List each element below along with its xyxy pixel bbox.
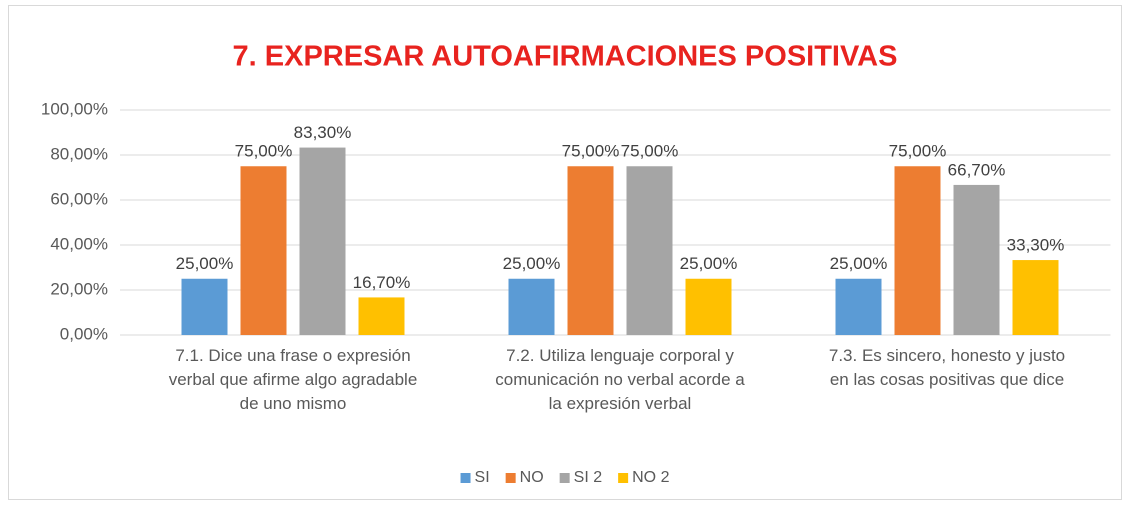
bar [508, 278, 555, 335]
bar [835, 278, 882, 335]
data-label: 16,70% [353, 273, 411, 292]
bar [181, 278, 228, 335]
y-tick-label: 20,00% [50, 279, 108, 298]
y-tick-label: 40,00% [50, 234, 108, 253]
legend-swatch [460, 473, 471, 483]
data-label: 25,00% [680, 254, 738, 273]
data-label: 75,00% [621, 142, 679, 161]
data-label: 25,00% [503, 254, 561, 273]
x-tick-label: 7.2. Utiliza lenguaje corporal y comunica… [495, 346, 745, 413]
y-tick-label: 80,00% [50, 144, 108, 163]
bar [567, 166, 614, 335]
bar [358, 297, 405, 335]
legend-label: SI [475, 469, 490, 486]
y-tick-label: 0,00% [60, 324, 108, 343]
bar [299, 147, 346, 335]
data-label: 25,00% [176, 254, 234, 273]
data-label: 75,00% [235, 142, 293, 161]
legend-swatch [559, 473, 570, 483]
bar [1012, 260, 1059, 335]
y-tick-label: 60,00% [50, 189, 108, 208]
bar [953, 184, 1000, 335]
legend-swatch [505, 473, 516, 483]
bar [685, 278, 732, 335]
bar [894, 166, 941, 335]
data-label: 25,00% [830, 254, 888, 273]
legend-label: NO 2 [632, 469, 669, 486]
legend-label: SI 2 [574, 469, 603, 486]
legend-label: NO [520, 469, 544, 486]
y-tick-label: 100,00% [41, 99, 108, 118]
x-tick-label: 7.3. Es sincero, honesto y justo en las c… [829, 346, 1065, 389]
data-label: 83,30% [294, 123, 352, 142]
x-tick-label: 7.1. Dice una frase o expresión verbal qu… [169, 346, 418, 413]
chart-title: 7. EXPRESAR AUTOAFIRMACIONES POSITIVAS [233, 41, 898, 73]
bar [626, 166, 673, 335]
data-label: 66,70% [948, 160, 1006, 179]
legend-swatch [618, 473, 629, 483]
bar [240, 166, 287, 335]
data-label: 75,00% [562, 142, 620, 161]
data-label: 75,00% [889, 142, 947, 161]
data-label: 33,30% [1007, 236, 1065, 255]
